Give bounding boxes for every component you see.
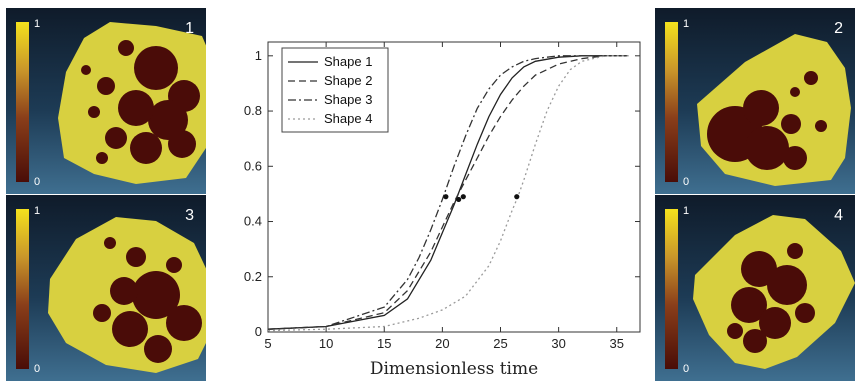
colorbar-max-label: 1 — [683, 18, 690, 30]
x-tick-label: 5 — [264, 336, 271, 351]
series-marker-shape-4 — [514, 194, 520, 200]
y-tick-label: 0.8 — [244, 103, 262, 118]
panel-number: 2 — [834, 20, 843, 37]
legend-entry: Shape 4 — [324, 111, 372, 126]
y-tick-label: 0 — [255, 324, 262, 339]
shape-image-2 — [697, 34, 851, 186]
shape-image-1 — [58, 22, 206, 184]
colorbar — [665, 209, 678, 369]
colorbar-max-label: 1 — [34, 18, 41, 30]
colorbar — [665, 22, 678, 182]
colorbar-min-label: 0 — [34, 176, 41, 188]
colorbar — [16, 22, 29, 182]
panel-number: 4 — [834, 207, 843, 224]
series-line-shape-3 — [267, 55, 629, 330]
x-tick-label: 10 — [319, 336, 333, 351]
x-tick-label: 25 — [493, 336, 507, 351]
shape-panel-2: 1 0 2 — [655, 8, 855, 194]
shape-image-3 — [48, 217, 206, 373]
y-tick-label: 1 — [255, 48, 262, 63]
colorbar-min-label: 0 — [683, 363, 690, 375]
colorbar-max-label: 1 — [34, 205, 41, 217]
y-tick-label: 0.6 — [244, 158, 262, 173]
colorbar-min-label: 0 — [34, 363, 41, 375]
series-line-shape-2 — [267, 55, 629, 330]
x-tick-label: 35 — [610, 336, 624, 351]
legend-entry: Shape 3 — [324, 92, 372, 107]
colorbar-max-label: 1 — [683, 205, 690, 217]
shape-image-4 — [693, 215, 855, 369]
series-marker-shape-1 — [460, 194, 466, 200]
panel-number: 1 — [185, 20, 194, 37]
chart-legend: Shape 1 Shape 2 Shape 3 Shape 4 — [281, 47, 389, 133]
panel-number: 3 — [185, 207, 194, 224]
y-tick-label: 0.4 — [244, 214, 262, 229]
shape-panel-1: 1 0 1 — [6, 8, 206, 194]
shape-panel-3: 1 0 3 — [6, 195, 206, 381]
series-marker-shape-3 — [443, 194, 449, 200]
legend-entry: Shape 1 — [324, 54, 372, 69]
series-marker-shape-2 — [456, 196, 462, 203]
x-tick-label: 15 — [377, 336, 391, 351]
legend-entry: Shape 2 — [324, 73, 372, 88]
colorbar-min-label: 0 — [683, 176, 690, 188]
colorbar — [16, 209, 29, 369]
shape-panel-4: 1 0 4 — [655, 195, 855, 381]
x-tick-label: 30 — [551, 336, 565, 351]
x-axis-label: Dimensionless time — [370, 359, 538, 379]
x-tick-label: 20 — [435, 336, 449, 351]
y-tick-label: 0.2 — [244, 269, 262, 284]
series-line-shape-1 — [267, 55, 629, 330]
series-line-shape-4 — [267, 55, 629, 332]
chart-series — [267, 55, 629, 332]
